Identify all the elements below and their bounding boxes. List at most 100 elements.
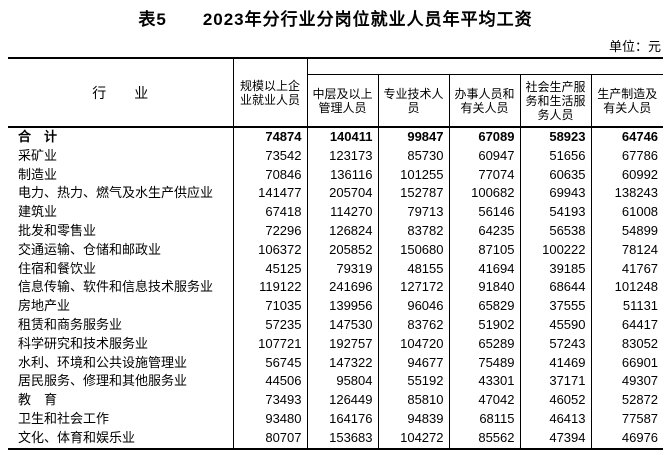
value-cell: 54899 bbox=[590, 221, 664, 241]
col-header-management: 中层及以上 管理人员 bbox=[306, 74, 378, 128]
value-cell: 60947 bbox=[448, 146, 520, 166]
table-row: 文化、体育和娱乐业 80707 153683 104272 85562 47394 4697… bbox=[8, 428, 664, 449]
value-cell: 43301 bbox=[448, 372, 520, 392]
industry-cell: 租赁和商务服务业 bbox=[18, 316, 123, 332]
value-cell: 64417 bbox=[590, 315, 664, 335]
value-cell: 72296 bbox=[232, 221, 307, 241]
value-cell: 46052 bbox=[519, 391, 591, 410]
value-cell: 49307 bbox=[590, 372, 664, 392]
value-cell: 79319 bbox=[306, 259, 378, 279]
table-row: 房地产业 71035 139956 96046 65829 37555 51131 bbox=[8, 297, 664, 316]
industry-cell: 批发和零售业 bbox=[18, 222, 97, 238]
value-cell: 153683 bbox=[306, 428, 378, 449]
table-row: 交通运输、仓储和邮政业 106372 205852 150680 87105 100222… bbox=[8, 240, 664, 260]
value-cell: 64235 bbox=[448, 221, 520, 241]
value-cell: 41469 bbox=[519, 353, 591, 373]
col-header-total-employees: 规模以上企 业就业人员 bbox=[232, 58, 307, 128]
value-cell: 41694 bbox=[448, 259, 520, 279]
table-row: 住宿和餐饮业 45125 79319 48155 41694 39185 41767 bbox=[8, 259, 664, 279]
value-cell: 164176 bbox=[306, 409, 378, 429]
industry-cell: 科学研究和技术服务业 bbox=[18, 335, 149, 351]
value-cell: 74874 bbox=[232, 127, 307, 147]
value-cell: 107721 bbox=[232, 334, 307, 354]
table-row: 信息传输、软件和信息技术服务业 119122 241696 127172 91840 68… bbox=[8, 278, 664, 298]
value-cell: 58923 bbox=[519, 127, 591, 147]
value-cell: 47394 bbox=[519, 428, 591, 449]
wage-table: 行 业 规模以上企 业就业人员 中层及以上 管理人员 专业技术人 员 办事人员和… bbox=[8, 57, 664, 450]
value-cell: 57235 bbox=[232, 315, 307, 335]
industry-cell: 信息传输、软件和信息技术服务业 bbox=[18, 279, 214, 295]
value-cell: 119122 bbox=[232, 278, 307, 298]
value-cell: 67418 bbox=[232, 203, 307, 222]
industry-cell: 合 计 bbox=[18, 129, 58, 144]
value-cell: 100222 bbox=[519, 240, 591, 260]
col-header-clerical: 办事人员和 有关人员 bbox=[448, 74, 520, 128]
value-cell: 70846 bbox=[232, 165, 307, 185]
industry-cell: 居民服务、修理和其他服务业 bbox=[18, 373, 188, 389]
value-cell: 45590 bbox=[519, 315, 591, 335]
value-cell: 47042 bbox=[448, 391, 520, 410]
value-cell: 69943 bbox=[519, 184, 591, 204]
industry-cell: 电力、热力、燃气及水生产供应业 bbox=[18, 185, 214, 201]
value-cell: 147322 bbox=[306, 353, 378, 373]
value-cell: 71035 bbox=[232, 297, 307, 316]
industry-cell: 交通运输、仓储和邮政业 bbox=[18, 241, 162, 257]
table-row: 科学研究和技术服务业 107721 192757 104720 65289 57243 83… bbox=[8, 334, 664, 354]
col-header-production: 生产制造及 有关人员 bbox=[590, 74, 664, 128]
table-row: 水利、环境和公共设施管理业 56745 147322 94677 75489 41469 6… bbox=[8, 353, 664, 373]
industry-cell: 房地产业 bbox=[18, 298, 71, 314]
value-cell: 93480 bbox=[232, 409, 307, 429]
value-cell: 91840 bbox=[448, 278, 520, 298]
value-cell: 205704 bbox=[306, 184, 378, 204]
industry-cell: 水利、环境和公共设施管理业 bbox=[18, 354, 188, 370]
value-cell: 85730 bbox=[377, 146, 449, 166]
value-cell: 138243 bbox=[590, 184, 664, 204]
industry-cell: 卫生和社会工作 bbox=[18, 410, 110, 426]
unit-label: 单位：元 bbox=[608, 39, 661, 54]
value-cell: 51656 bbox=[519, 146, 591, 166]
value-cell: 192757 bbox=[306, 334, 378, 354]
header-group-spacer bbox=[306, 58, 664, 75]
value-cell: 75489 bbox=[448, 353, 520, 373]
value-cell: 94677 bbox=[377, 353, 449, 373]
value-cell: 85562 bbox=[448, 428, 520, 449]
value-cell: 61008 bbox=[590, 203, 664, 222]
value-cell: 104720 bbox=[377, 334, 449, 354]
value-cell: 123173 bbox=[306, 146, 378, 166]
value-cell: 41767 bbox=[590, 259, 664, 279]
value-cell: 85810 bbox=[377, 391, 449, 410]
value-cell: 46413 bbox=[519, 409, 591, 429]
value-cell: 66901 bbox=[590, 353, 664, 373]
value-cell: 104272 bbox=[377, 428, 449, 449]
value-cell: 139956 bbox=[306, 297, 378, 316]
table-row: 采矿业 73542 123173 85730 60947 51656 67786 bbox=[8, 146, 664, 166]
value-cell: 101255 bbox=[377, 165, 449, 185]
page-title: 表5 2023年分行业分岗位就业人员年平均工资 bbox=[138, 10, 533, 29]
value-cell: 205852 bbox=[306, 240, 378, 260]
value-cell: 65289 bbox=[448, 334, 520, 354]
value-cell: 140411 bbox=[306, 127, 378, 147]
value-cell: 83782 bbox=[377, 221, 449, 241]
value-cell: 37171 bbox=[519, 372, 591, 392]
value-cell: 152787 bbox=[377, 184, 449, 204]
value-cell: 45125 bbox=[232, 259, 307, 279]
value-cell: 57243 bbox=[519, 334, 591, 354]
value-cell: 77587 bbox=[590, 409, 664, 429]
value-cell: 55192 bbox=[377, 372, 449, 392]
table-row: 批发和零售业 72296 126824 83782 64235 56538 54899 bbox=[8, 221, 664, 241]
col-header-professional: 专业技术人 员 bbox=[377, 74, 449, 128]
industry-cell: 住宿和餐饮业 bbox=[18, 260, 97, 276]
value-cell: 56538 bbox=[519, 221, 591, 241]
table-row: 租赁和商务服务业 57235 147530 83762 51902 45590 64417 bbox=[8, 315, 664, 335]
value-cell: 127172 bbox=[377, 278, 449, 298]
value-cell: 64746 bbox=[590, 127, 664, 147]
value-cell: 79713 bbox=[377, 203, 449, 222]
industry-cell: 文化、体育和娱乐业 bbox=[18, 429, 136, 445]
col-header-industry: 行 业 bbox=[8, 58, 233, 128]
value-cell: 60992 bbox=[590, 165, 664, 185]
value-cell: 56745 bbox=[232, 353, 307, 373]
value-cell: 80707 bbox=[232, 428, 307, 449]
value-cell: 44506 bbox=[232, 372, 307, 392]
industry-cell: 采矿业 bbox=[18, 147, 58, 163]
value-cell: 37555 bbox=[519, 297, 591, 316]
